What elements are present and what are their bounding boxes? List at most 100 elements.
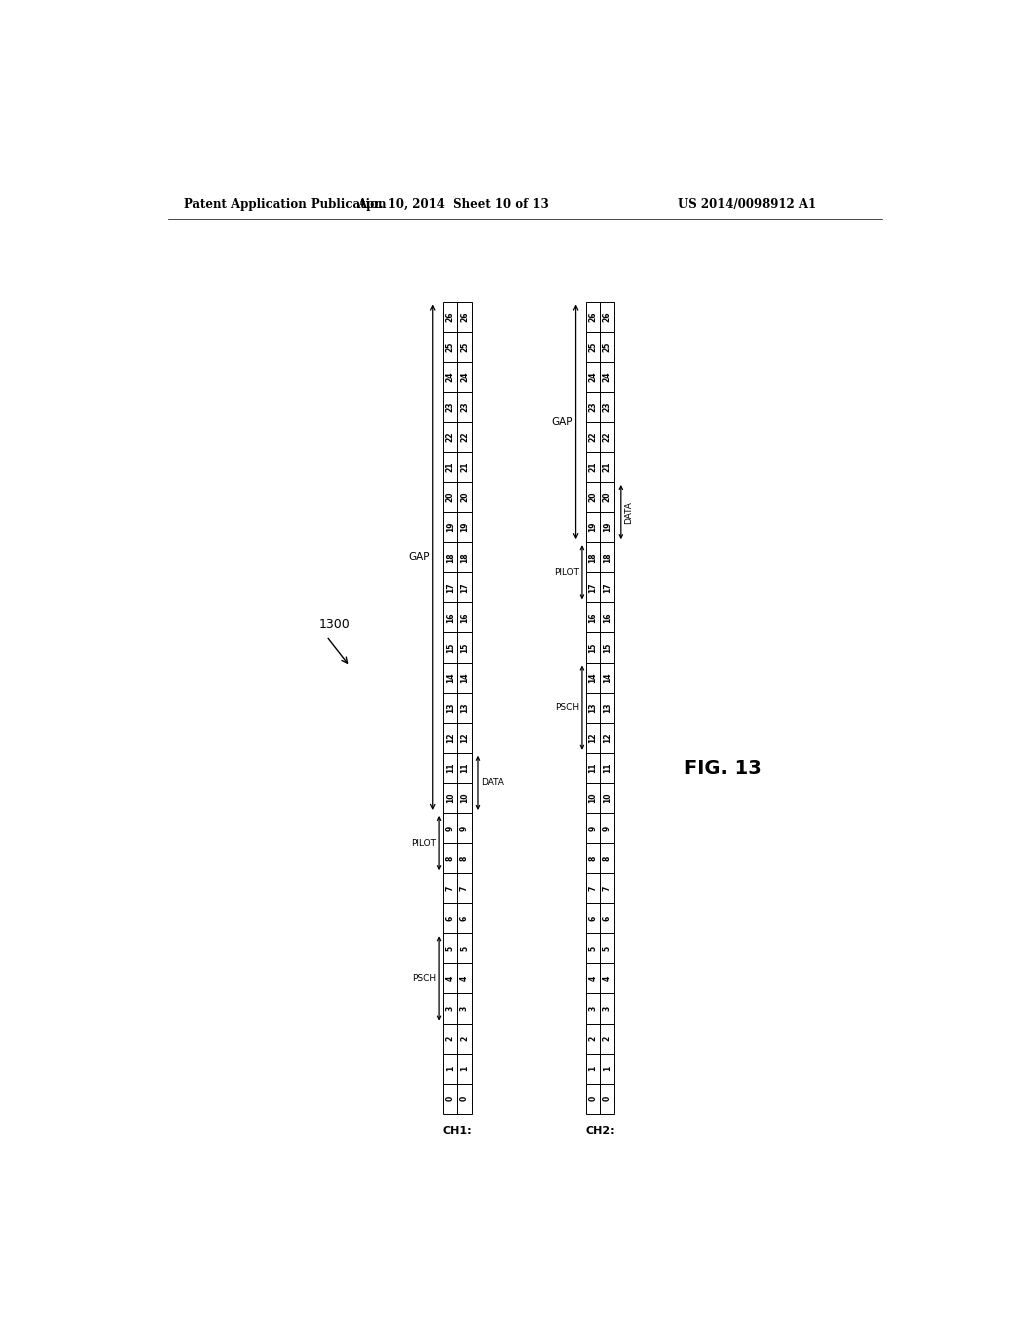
Bar	[586, 482, 600, 512]
Text: 5: 5	[603, 946, 611, 950]
Bar	[458, 451, 472, 482]
Text: 15: 15	[445, 643, 455, 652]
Bar	[458, 1023, 472, 1053]
Text: 26: 26	[603, 312, 611, 322]
Text: 2: 2	[460, 1036, 469, 1041]
Bar	[600, 994, 614, 1023]
Text: 8: 8	[589, 855, 598, 861]
Text: 19: 19	[460, 521, 469, 532]
Bar	[600, 1084, 614, 1114]
Text: 7: 7	[460, 886, 469, 891]
Bar	[443, 873, 458, 903]
Bar	[458, 752, 472, 783]
Text: PSCH: PSCH	[555, 704, 579, 713]
Text: GAP: GAP	[551, 417, 572, 426]
Bar	[600, 573, 614, 602]
Bar	[586, 994, 600, 1023]
Text: 15: 15	[603, 643, 611, 652]
Text: 18: 18	[460, 552, 469, 562]
Text: 26: 26	[589, 312, 598, 322]
Text: 10: 10	[445, 793, 455, 803]
Text: 9: 9	[603, 825, 611, 830]
Text: 4: 4	[445, 975, 455, 981]
Text: 18: 18	[603, 552, 611, 562]
Bar	[443, 843, 458, 873]
Bar	[443, 783, 458, 813]
Bar	[600, 1053, 614, 1084]
Text: 10: 10	[460, 793, 469, 803]
Text: 12: 12	[589, 733, 598, 743]
Text: 23: 23	[445, 401, 455, 412]
Text: 14: 14	[603, 672, 611, 682]
Text: 22: 22	[603, 432, 611, 442]
Bar	[458, 783, 472, 813]
Bar	[443, 663, 458, 693]
Text: 24: 24	[589, 371, 598, 381]
Text: 20: 20	[603, 492, 611, 503]
Bar	[600, 362, 614, 392]
Text: 18: 18	[589, 552, 598, 562]
Text: 20: 20	[589, 492, 598, 503]
Text: 11: 11	[460, 763, 469, 774]
Bar	[600, 331, 614, 362]
Bar	[458, 602, 472, 632]
Text: 9: 9	[445, 825, 455, 830]
Text: 3: 3	[460, 1006, 469, 1011]
Text: 2: 2	[603, 1036, 611, 1041]
Text: 25: 25	[589, 342, 598, 352]
Bar	[458, 362, 472, 392]
Text: 17: 17	[445, 582, 455, 593]
Text: 16: 16	[460, 612, 469, 623]
Text: 13: 13	[445, 702, 455, 713]
Bar	[600, 873, 614, 903]
Bar	[600, 512, 614, 543]
Bar	[586, 1023, 600, 1053]
Text: 16: 16	[603, 612, 611, 623]
Bar	[586, 362, 600, 392]
Text: 7: 7	[445, 886, 455, 891]
Bar	[586, 813, 600, 843]
Bar	[443, 451, 458, 482]
Bar	[458, 873, 472, 903]
Text: 5: 5	[589, 946, 598, 950]
Bar	[443, 512, 458, 543]
Bar	[586, 602, 600, 632]
Text: 1: 1	[460, 1067, 469, 1072]
Bar	[443, 301, 458, 331]
Text: 9: 9	[460, 825, 469, 830]
Text: 22: 22	[460, 432, 469, 442]
Text: 22: 22	[445, 432, 455, 442]
Bar	[458, 543, 472, 573]
Bar	[458, 663, 472, 693]
Text: 19: 19	[603, 521, 611, 532]
Bar	[458, 632, 472, 663]
Text: 3: 3	[445, 1006, 455, 1011]
Bar	[443, 543, 458, 573]
Bar	[443, 994, 458, 1023]
Bar	[600, 632, 614, 663]
Text: 21: 21	[589, 462, 598, 473]
Bar	[586, 392, 600, 422]
Text: 13: 13	[603, 702, 611, 713]
Bar	[443, 1053, 458, 1084]
Text: 21: 21	[460, 462, 469, 473]
Text: PILOT: PILOT	[411, 838, 436, 847]
Bar	[600, 543, 614, 573]
Text: 7: 7	[603, 886, 611, 891]
Text: 14: 14	[445, 672, 455, 682]
Bar	[443, 602, 458, 632]
Bar	[458, 301, 472, 331]
Text: 10: 10	[589, 793, 598, 803]
Text: 20: 20	[460, 492, 469, 503]
Bar	[443, 723, 458, 752]
Bar	[586, 1084, 600, 1114]
Text: 0: 0	[589, 1096, 598, 1101]
Text: 23: 23	[603, 401, 611, 412]
Bar	[458, 482, 472, 512]
Bar	[600, 813, 614, 843]
Text: 25: 25	[460, 342, 469, 352]
Text: 8: 8	[460, 855, 469, 861]
Bar	[586, 873, 600, 903]
Bar	[458, 813, 472, 843]
Text: 6: 6	[589, 916, 598, 921]
